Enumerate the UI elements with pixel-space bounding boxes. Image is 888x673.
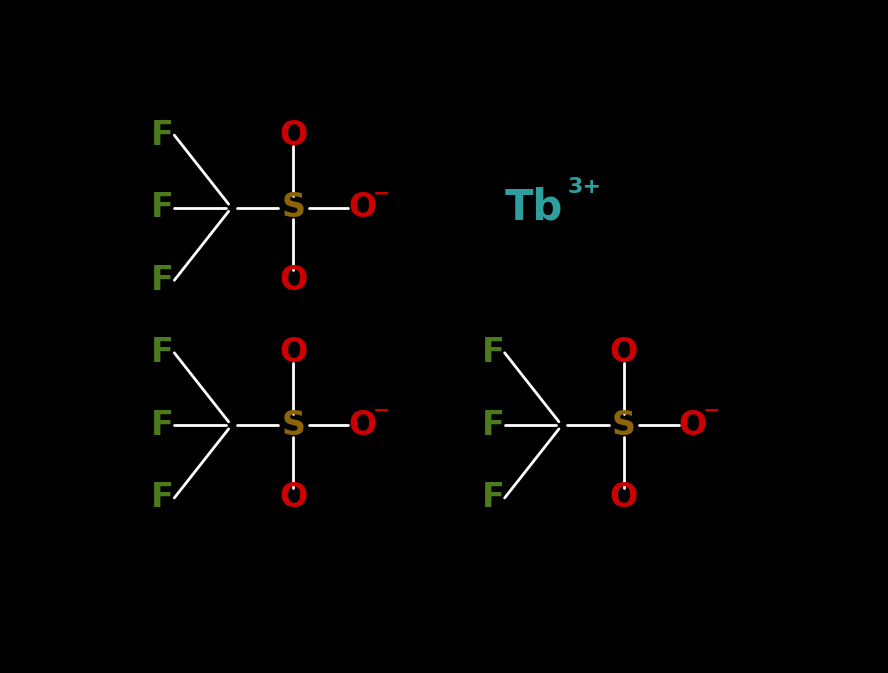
Text: F: F xyxy=(481,409,504,442)
Text: 3+: 3+ xyxy=(567,177,601,197)
Text: F: F xyxy=(151,264,174,297)
Text: O: O xyxy=(279,336,307,369)
Text: S: S xyxy=(281,191,305,224)
Text: O: O xyxy=(609,336,638,369)
Text: F: F xyxy=(151,118,174,151)
Text: F: F xyxy=(481,481,504,514)
Text: Tb: Tb xyxy=(505,186,563,229)
Text: S: S xyxy=(612,409,636,442)
Text: −: − xyxy=(373,401,390,421)
Text: O: O xyxy=(279,481,307,514)
Text: O: O xyxy=(678,409,707,442)
Text: −: − xyxy=(703,401,720,421)
Text: F: F xyxy=(151,191,174,224)
Text: O: O xyxy=(609,481,638,514)
Text: F: F xyxy=(151,336,174,369)
Text: F: F xyxy=(151,481,174,514)
Text: −: − xyxy=(373,183,390,203)
Text: F: F xyxy=(481,336,504,369)
Text: F: F xyxy=(151,409,174,442)
Text: O: O xyxy=(348,191,377,224)
Text: O: O xyxy=(279,118,307,151)
Text: O: O xyxy=(348,409,377,442)
Text: S: S xyxy=(281,409,305,442)
Text: O: O xyxy=(279,264,307,297)
